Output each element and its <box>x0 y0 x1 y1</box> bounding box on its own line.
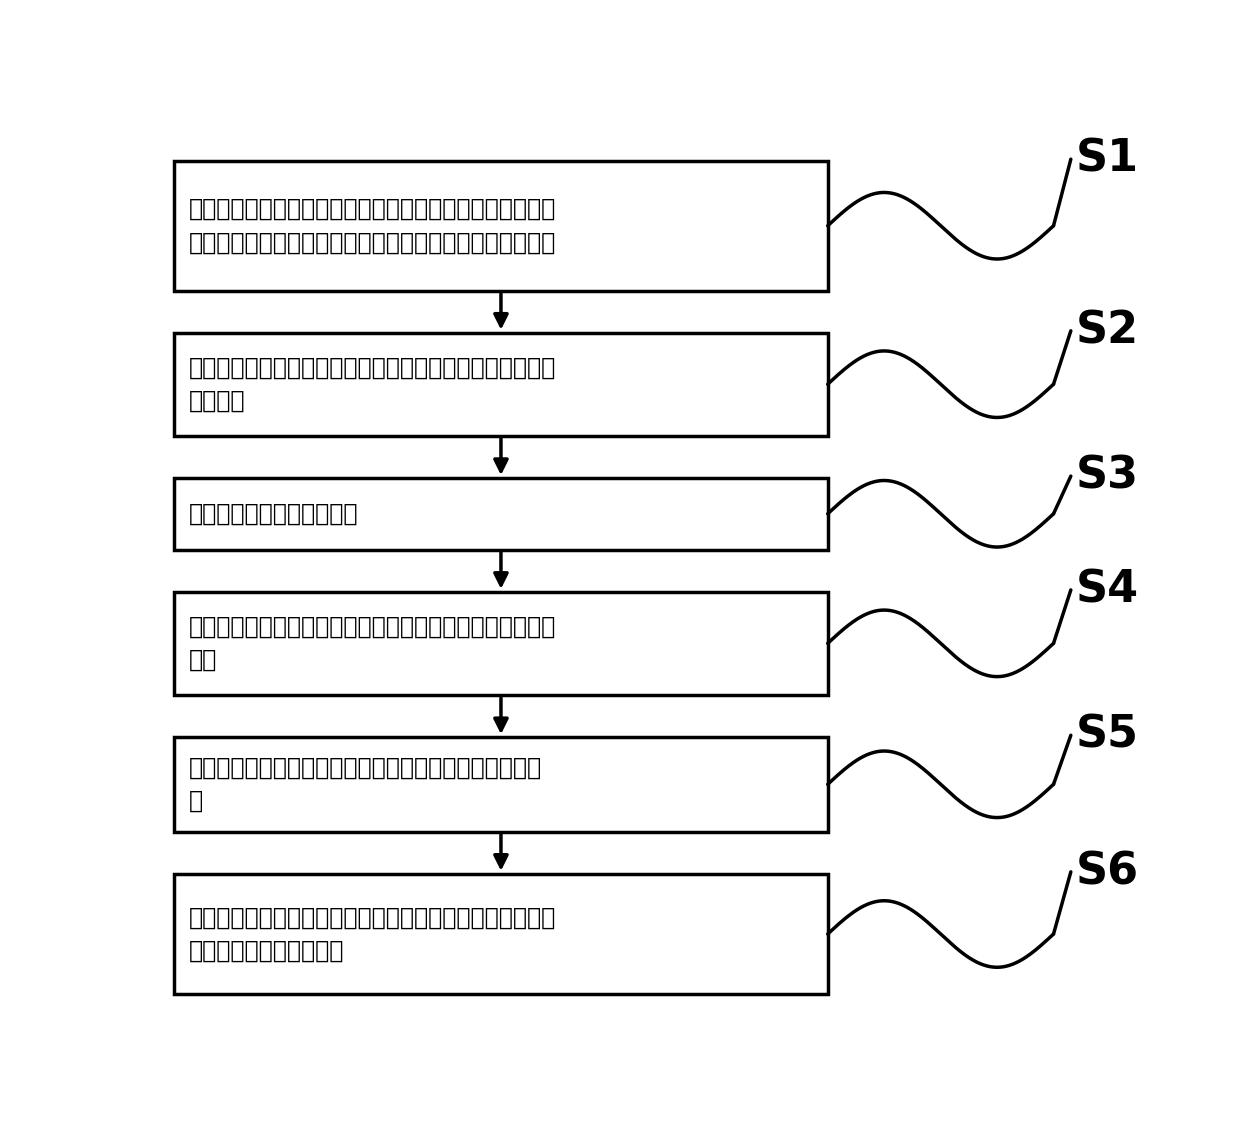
Text: 浮选：采用分支串流浮选新工艺，把铋脱硅扫选的泡沫产品
分流到铋脱碱的浓泥斗进行脱药，并与原脱碱的矿一起浮选: 浮选：采用分支串流浮选新工艺，把铋脱硅扫选的泡沫产品 分流到铋脱碱的浓泥斗进行脱… <box>188 197 556 255</box>
Text: 尾矿处理：将浮选后的尾矿通过清水进行调节至中性，并将
废水通入石灰中进行中和: 尾矿处理：将浮选后的尾矿通过清水进行调节至中性，并将 废水通入石灰中进行中和 <box>188 905 556 963</box>
Text: 分流：把浮选后期的扫选的泡沫产品进行分流，从而进行铋
脱碱作业: 分流：把浮选后期的扫选的泡沫产品进行分流，从而进行铋 脱碱作业 <box>188 356 556 413</box>
Bar <box>174 873 828 995</box>
Text: S1: S1 <box>1075 138 1138 181</box>
Bar <box>174 332 828 435</box>
Text: S4: S4 <box>1075 568 1138 612</box>
Bar <box>174 591 828 695</box>
Text: 脱药：向处理后的矿浆中加入漂白粉和乙硫氮，并进行搅
拌: 脱药：向处理后的矿浆中加入漂白粉和乙硫氮，并进行搅 拌 <box>188 756 542 813</box>
Bar <box>174 478 828 549</box>
Bar <box>174 161 828 291</box>
Bar <box>174 737 828 831</box>
Text: 搅拌：将矿浆泡沫引入搅拌装置中通过高速搅拌器进行搅拌
作业: 搅拌：将矿浆泡沫引入搅拌装置中通过高速搅拌器进行搅拌 作业 <box>188 615 556 672</box>
Text: S3: S3 <box>1075 455 1138 498</box>
Text: S6: S6 <box>1075 850 1138 894</box>
Text: S2: S2 <box>1075 309 1138 352</box>
Text: S5: S5 <box>1075 714 1138 757</box>
Text: 测量：测量泡沫的入选品位: 测量：测量泡沫的入选品位 <box>188 501 358 525</box>
